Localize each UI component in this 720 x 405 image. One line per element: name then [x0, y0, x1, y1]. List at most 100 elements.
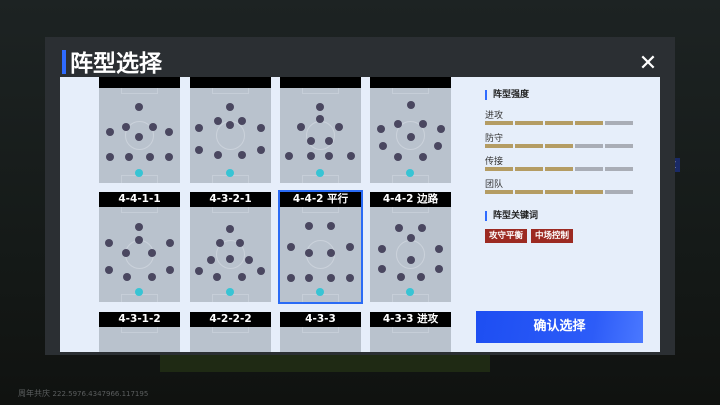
player-dot	[135, 236, 143, 244]
pitch-marking	[216, 240, 245, 269]
player-dot	[419, 120, 427, 128]
player-dot	[236, 239, 244, 247]
formation-card[interactable]: 4-3-3	[280, 312, 361, 352]
player-dot	[195, 267, 203, 275]
pitch-marking	[121, 88, 158, 94]
pitch-marking	[302, 88, 339, 94]
goalkeeper-dot	[406, 288, 414, 296]
stat-bar	[485, 167, 633, 171]
stat-bar-segment	[575, 121, 603, 125]
pitch-marking	[306, 121, 335, 150]
stat-bar	[485, 121, 633, 125]
formation-card[interactable]	[190, 77, 271, 183]
stat-bar-segment	[545, 167, 573, 171]
player-dot	[305, 274, 313, 282]
player-dot	[307, 152, 315, 160]
player-dot	[105, 239, 113, 247]
player-dot	[335, 123, 343, 131]
player-dot	[316, 115, 324, 123]
stat-bar-segment	[605, 167, 633, 171]
player-dot	[407, 234, 415, 242]
player-dot	[238, 273, 246, 281]
player-dot	[226, 121, 234, 129]
keyword-tag: 中场控制	[531, 229, 574, 243]
player-dot	[305, 249, 313, 257]
player-dot	[148, 273, 156, 281]
player-dot	[377, 125, 385, 133]
player-dot	[417, 273, 425, 281]
pitch-marking	[396, 240, 425, 269]
footer-title: 周年共庆	[18, 389, 50, 398]
player-dot	[257, 267, 265, 275]
formation-card[interactable]	[370, 77, 451, 183]
player-dot	[238, 151, 246, 159]
player-dot	[347, 152, 355, 160]
pitch-marking	[302, 327, 339, 333]
player-dot	[214, 151, 222, 159]
formation-card[interactable]	[280, 77, 361, 183]
formation-card[interactable]: 4-3-3 进攻	[370, 312, 451, 352]
player-dot	[437, 125, 445, 133]
formation-card[interactable]: 4-4-1-1	[99, 192, 180, 302]
strength-heading: 阵型强度	[485, 90, 529, 100]
stat-bar-segment	[515, 167, 543, 171]
player-dot	[226, 225, 234, 233]
player-dot	[207, 256, 215, 264]
player-dot	[435, 245, 443, 253]
player-dot	[325, 137, 333, 145]
formation-pitch	[280, 327, 361, 352]
formation-card[interactable]: 4-4-2 平行	[278, 190, 363, 304]
stat-bar	[485, 144, 633, 148]
formation-label	[280, 77, 361, 88]
confirm-button[interactable]: 确认选择	[476, 311, 643, 343]
player-dot	[418, 224, 426, 232]
player-dot	[419, 153, 427, 161]
title-accent	[62, 50, 66, 74]
formation-card[interactable]: 4-2-2-2	[190, 312, 271, 352]
player-dot	[166, 239, 174, 247]
close-button[interactable]: ✕	[636, 52, 660, 76]
player-dot	[394, 153, 402, 161]
stat-bar-segment	[605, 121, 633, 125]
formation-card[interactable]: 4-4-2 边路	[370, 192, 451, 302]
player-dot	[378, 245, 386, 253]
player-dot	[305, 222, 313, 230]
stat-bar-segment	[485, 121, 513, 125]
player-dot	[287, 274, 295, 282]
player-dot	[149, 123, 157, 131]
formation-pitch	[99, 88, 180, 183]
goalkeeper-dot	[135, 288, 143, 296]
stat-bar-segment	[575, 190, 603, 194]
pitch-marking	[125, 121, 154, 150]
formation-label	[370, 77, 451, 88]
stat-bar-segment	[515, 121, 543, 125]
pitch-marking	[212, 88, 249, 94]
goalkeeper-dot	[135, 169, 143, 177]
player-dot	[346, 274, 354, 282]
player-dot	[297, 123, 305, 131]
formation-grid[interactable]: 4-4-1-1 4-3-2-1 4-4-2 平行 4-4-2 边路 4-3-1-2 4-2…	[60, 77, 470, 352]
player-dot	[407, 256, 415, 264]
player-dot	[135, 133, 143, 141]
footer-code: 222.5976.4347966.117195	[52, 390, 149, 398]
formation-pitch	[280, 207, 361, 302]
close-icon: ✕	[638, 51, 658, 76]
player-dot	[135, 103, 143, 111]
player-dot	[122, 249, 130, 257]
stat-bar-segment	[485, 144, 513, 148]
player-dot	[125, 153, 133, 161]
formation-pitch	[190, 88, 271, 183]
stat-bar-segment	[485, 190, 513, 194]
formation-card[interactable]: 4-3-2-1	[190, 192, 271, 302]
player-dot	[226, 255, 234, 263]
player-dot	[106, 153, 114, 161]
formation-label: 4-3-2-1	[190, 192, 271, 207]
formation-card[interactable]	[99, 77, 180, 183]
player-dot	[135, 223, 143, 231]
player-dot	[257, 124, 265, 132]
formation-card[interactable]: 4-3-1-2	[99, 312, 180, 352]
player-dot	[245, 256, 253, 264]
player-dot	[165, 153, 173, 161]
stat-label: 团队	[485, 180, 504, 190]
formation-label: 4-3-3	[280, 312, 361, 327]
